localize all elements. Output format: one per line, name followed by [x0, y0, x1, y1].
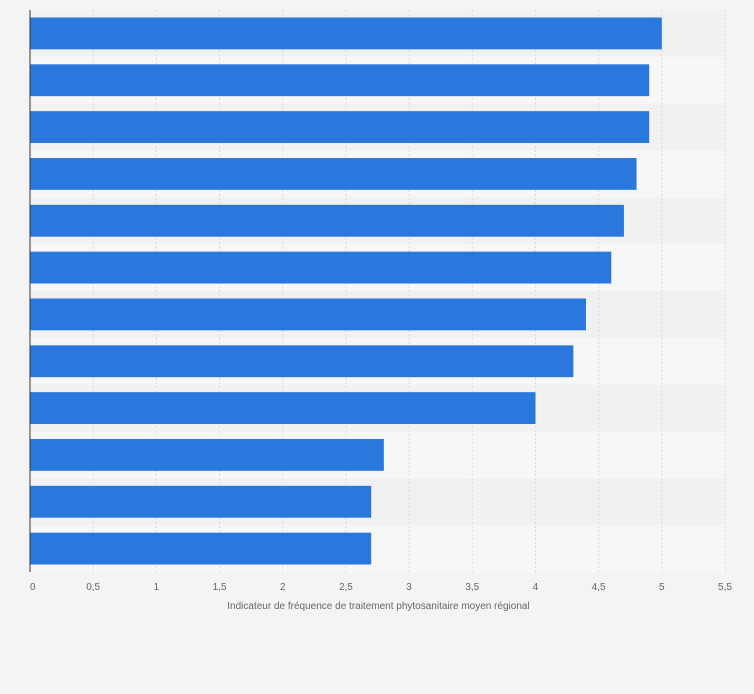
x-tick-label: 2 [280, 582, 286, 593]
bar [30, 345, 574, 378]
x-tick-labels: 0 0,5 1 1,5 2 2,5 3 3,5 4 4,5 5 5,5 [30, 582, 732, 593]
x-tick-label: 5 [659, 582, 665, 593]
bars [30, 17, 662, 565]
gridlines [92, 10, 726, 572]
bar [30, 204, 624, 237]
x-tick-label: 0,5 [86, 582, 100, 593]
bar [30, 111, 650, 144]
x-tick-label: 2,5 [339, 582, 353, 593]
bar [30, 532, 372, 565]
bar [30, 157, 637, 190]
x-tick-label: 0 [30, 582, 36, 593]
x-tick-label: 4 [533, 582, 539, 593]
x-tick-label: 5,5 [718, 582, 732, 593]
x-tick-label: 4,5 [592, 582, 606, 593]
bar [30, 298, 586, 331]
x-tick-label: 1 [154, 582, 160, 593]
bar [30, 64, 650, 97]
x-tick-label: 3,5 [465, 582, 479, 593]
x-axis-title: Indicateur de fréquence de traitement ph… [227, 601, 529, 612]
bar [30, 251, 612, 284]
x-tick-label: 1,5 [213, 582, 227, 593]
bar [30, 392, 536, 425]
bar [30, 438, 384, 471]
x-tick-label: 3 [406, 582, 412, 593]
bar [30, 485, 372, 518]
bar [30, 17, 662, 50]
